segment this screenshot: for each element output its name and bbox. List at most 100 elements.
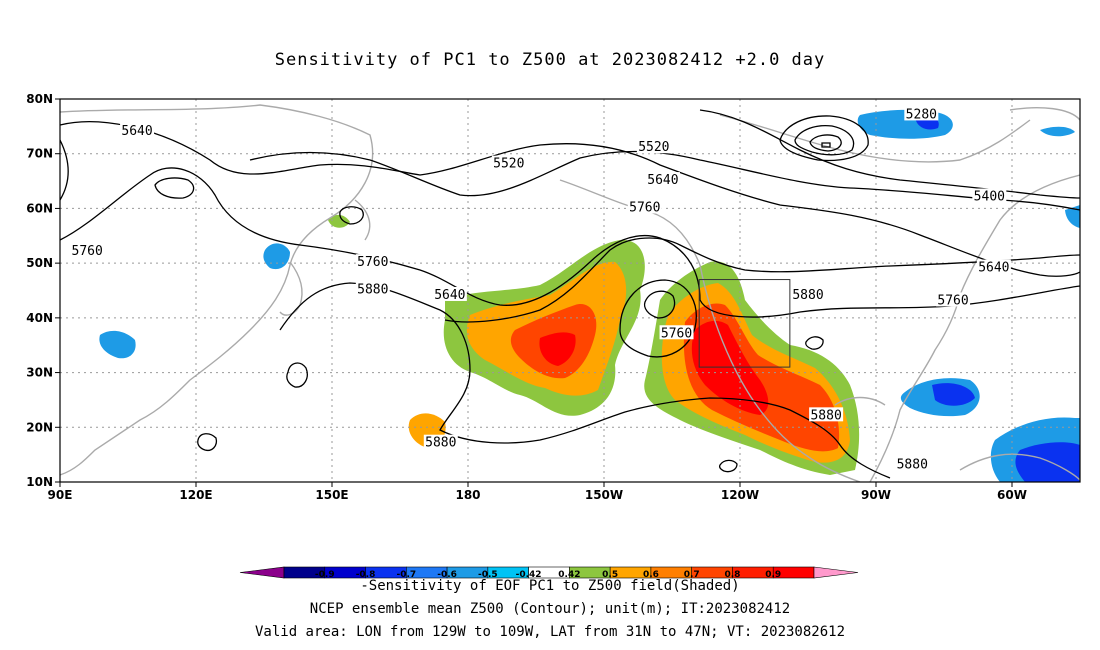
lat-tick-label: 10N [26, 475, 53, 489]
contour-label: 5520 [636, 139, 671, 155]
contour-label-text: 5400 [974, 189, 1005, 204]
shade-neg-asia [99, 330, 136, 359]
contour-small-ring-3 [805, 336, 824, 350]
colorbar-tick-label: 0.7 [684, 570, 700, 580]
contour-label-background [70, 243, 105, 258]
contour-label: 5760 [936, 292, 971, 308]
colorbar-tick-label: 0.5 [602, 570, 618, 580]
colorbar-tick-label: 0.42 [558, 570, 580, 580]
contour-small-ring-1 [286, 362, 308, 388]
contour-label: 5760 [659, 325, 694, 341]
contour-label: 5640 [976, 259, 1011, 276]
coast-gulf [834, 396, 886, 406]
contour-label-background [976, 259, 1011, 274]
lat-tick-label: 30N [26, 366, 53, 380]
colorbar-tick-label: -0.9 [315, 570, 335, 580]
contour-label-background [355, 281, 390, 296]
lon-tick-label: 90W [861, 488, 891, 502]
contour-5640-north [60, 121, 1080, 277]
latitude-axis: 80N 70N 60N 50N 40N 30N 20N 10N [26, 92, 60, 489]
contour-labels: 5280 5400 5520 5520 5640 5640 5640 5640 5760 5760… [70, 106, 1011, 473]
colorbar-tick-label: 0.9 [765, 570, 781, 580]
shade-neg-atlantic-core [932, 383, 975, 406]
shade-neg-east-edge [1065, 205, 1080, 228]
contour-label-text: 5640 [647, 173, 678, 188]
contour-label-background [120, 122, 155, 137]
contour-small-ring-4 [718, 459, 738, 473]
contour-label-text: 5520 [493, 157, 524, 172]
contour-label-text: 5760 [937, 293, 968, 308]
lat-tick-label: 50N [26, 256, 53, 270]
contour-cutoff-inner [643, 290, 676, 319]
footer-shading-caption: -Sensitivity of EOF PC1 to Z500 field(Sh… [360, 578, 740, 594]
valid-area-box [698, 279, 791, 368]
contour-label-text: 5640 [434, 288, 465, 303]
contour-label: 5640 [432, 286, 467, 303]
contour-label-text: 5760 [357, 255, 388, 270]
lon-tick-label: 60W [997, 488, 1027, 502]
lat-tick-label: 40N [26, 311, 53, 325]
contour-label-background [627, 199, 662, 214]
lon-tick-label: 150W [585, 488, 623, 502]
colorbar-upper-extension [813, 566, 859, 579]
contour-label-text: 5760 [661, 326, 692, 341]
contour-low-center [821, 142, 831, 148]
contour-5760-cutoff [619, 279, 697, 358]
contour-label-background [432, 286, 467, 301]
contour-label: 5280 [904, 106, 939, 122]
contour-label-background [659, 325, 694, 340]
contour-label-background [355, 254, 390, 269]
contour-label-background [972, 188, 1007, 203]
contour-5760-asia [60, 167, 1080, 318]
contour-low-northeast-2 [794, 124, 855, 156]
contour-small-ring-2 [197, 433, 218, 452]
contour-label-text: 5760 [629, 200, 660, 215]
footer-valid-area-caption: Valid area: LON from 129W to 109W, LAT f… [254, 624, 845, 640]
contour-label-background [491, 155, 526, 170]
coast-greenland [1009, 107, 1080, 121]
lat-tick-label: 80N [26, 92, 53, 106]
lon-tick-label: 90E [48, 488, 73, 502]
contour-label-text: 5640 [121, 124, 152, 139]
shade-small-green-60n [328, 214, 350, 228]
contour-label-text: 5880 [897, 458, 928, 473]
contour-label: 5640 [645, 172, 680, 188]
contour-label: 5640 [120, 122, 155, 139]
contour-low-northeast-1 [779, 115, 869, 162]
contour-label-background [809, 407, 844, 422]
contour-west-edge [60, 139, 69, 201]
colorbar-tick-label: 0.8 [724, 570, 740, 580]
contour-label-text: 5880 [357, 283, 388, 298]
contour-label: 5880 [791, 286, 825, 303]
contour-label-text: 5880 [425, 436, 456, 451]
coast-south-america [959, 453, 1080, 481]
gridlines [60, 99, 1080, 482]
contour-5880 [279, 282, 891, 479]
contour-label: 5760 [627, 199, 662, 215]
contour-label-text: 5280 [906, 107, 937, 122]
chart-title: Sensitivity of PC1 to Z500 at 2023082412… [274, 50, 826, 70]
lon-tick-label: 120E [179, 488, 212, 502]
contour-label: 5520 [491, 155, 526, 172]
contour-label: 5880 [355, 281, 390, 298]
contour-label: 5760 [70, 243, 105, 259]
lat-tick-label: 70N [26, 147, 53, 161]
contour-label: 5400 [972, 188, 1007, 204]
coast-kamchatka [354, 199, 371, 241]
colorbar: -0.9 -0.8 -0.7 -0.6 -0.5 -0.42 0.42 0.5 0.6 0.7 0.… [239, 566, 859, 580]
coast-north-america-west [699, 264, 861, 482]
colorbar-tick-label: 0.6 [643, 570, 659, 580]
contour-label: 5760 [355, 254, 390, 270]
lon-tick-label: 180 [455, 488, 480, 502]
contour-asia-high [154, 177, 195, 199]
contour-label-text: 5640 [978, 261, 1009, 276]
map-frame [59, 98, 1081, 483]
contour-5400 [699, 109, 1080, 199]
lon-tick-label: 150E [315, 488, 348, 502]
shade-neg-southeast-core [1015, 442, 1080, 482]
shade-pacific-core [539, 332, 576, 366]
longitude-axis: 90E 120E 150E 180 150W 120W 90W 60W [48, 482, 1027, 502]
colorbar-tick-label: -0.8 [356, 570, 376, 580]
lat-tick-label: 20N [26, 420, 53, 434]
